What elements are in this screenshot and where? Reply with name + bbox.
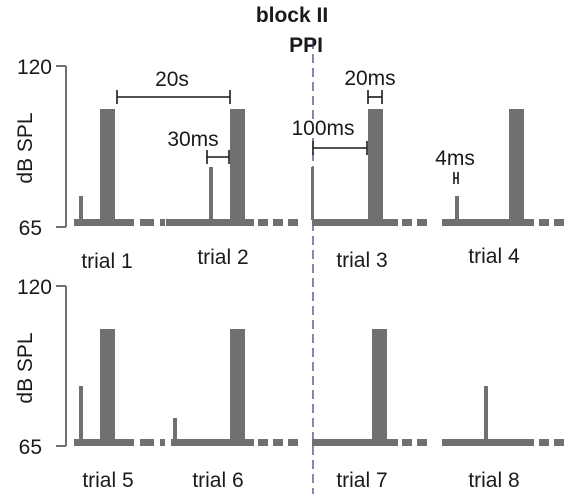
bottom-panel: 120 65 dB SPL trial 5 tri [14,276,564,492]
baseline-top [74,219,564,226]
pulse-trial-6 [230,329,245,440]
pulse-trial-2 [230,109,245,220]
trial-label-1: trial 1 [81,250,132,273]
pulse-duration-label: 20ms [344,67,395,90]
pulse-trial-4 [509,109,524,220]
isi-label: 20s [155,68,189,91]
prepulse-trial-3 [311,167,314,220]
y-tick-label-max-bottom: 120 [17,276,52,299]
prepulse-pulse-bracket [206,150,230,164]
prepulse-trial-1 [79,196,83,220]
pulse-trial-7 [372,329,387,440]
prepulse-trial-4 [455,196,459,220]
lead-interval-label: 100ms [291,117,354,140]
prepulse-duration-label: 4ms [435,147,475,170]
prepulse-trial-8 [484,386,488,440]
trial-label-8: trial 8 [468,469,519,492]
top-panel: 120 65 dB SPL [14,56,564,273]
baseline-bottom [74,439,564,446]
y-axis-label-top: dB SPL [14,112,37,183]
trial-label-7: trial 7 [336,469,387,492]
prepulse-trial-5 [79,386,83,440]
y-tick-label-min-top: 65 [19,217,42,240]
isi-bracket [116,90,231,104]
pulse-trial-3 [368,109,383,220]
pulse-trial-1 [100,109,115,220]
pulse-trial-5 [100,329,115,440]
condition-label: PPI [289,34,323,57]
prepulse-trial-6 [173,418,177,440]
trial-label-5: trial 5 [82,469,133,492]
trial-label-3: trial 3 [336,249,387,272]
y-tick-label-min-bottom: 65 [19,436,42,459]
prepulse-trial-2 [209,167,213,220]
prepulse-pulse-label: 30ms [167,128,218,151]
trial-label-6: trial 6 [192,469,243,492]
trial-label-2: trial 2 [197,246,248,269]
pulse-duration-bracket [367,90,383,104]
block-label: block II [256,4,328,27]
trial-label-4: trial 4 [468,245,520,268]
y-axis-label-bottom: dB SPL [14,332,37,403]
prepulse-duration-bracket [453,172,459,184]
y-tick-label-max-top: 120 [17,56,52,79]
lead-interval-bracket [312,141,368,155]
